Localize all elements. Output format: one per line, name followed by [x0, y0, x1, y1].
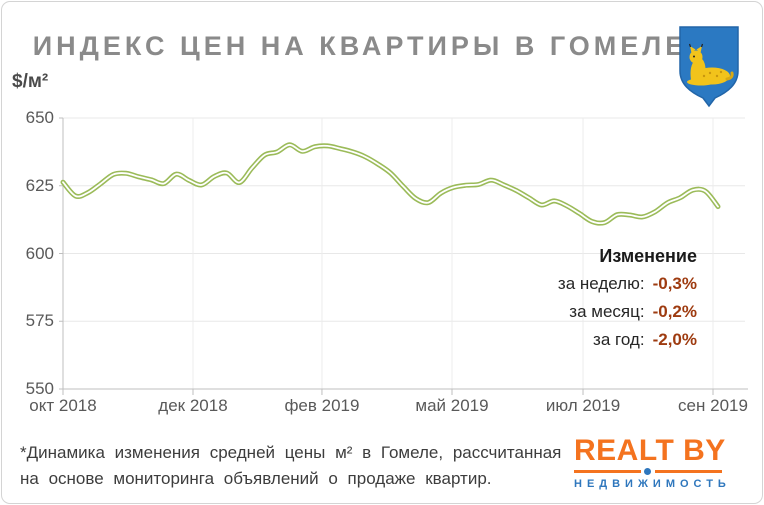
y-tick-label: 625	[25, 175, 54, 195]
y-tick-label: 575	[25, 311, 54, 331]
x-tick-label: сен 2019	[678, 396, 748, 415]
change-summary-title: Изменение	[599, 246, 697, 266]
change-month-row: за месяц: -0,2%	[558, 302, 697, 322]
realt-by-logo-divider	[574, 467, 722, 476]
change-week-value: -0,3%	[652, 274, 697, 293]
y-tick-label: 600	[25, 243, 54, 263]
x-tick-label: июл 2019	[545, 396, 621, 415]
footnote-line-2: на основе мониторинга объявлений о прода…	[20, 469, 492, 488]
change-year-label: за год:	[593, 330, 645, 349]
realt-by-logo-text: REALT BY	[574, 434, 726, 467]
y-axis-unit-label: $/м²	[12, 71, 49, 92]
logo-dot-icon	[644, 468, 651, 475]
footnote-line-1: *Динамика изменения средней цены м² в Го…	[20, 443, 562, 462]
page-title: ИНДЕКС ЦЕН НА КВАРТИРЫ В ГОМЕЛЕ	[32, 31, 688, 61]
realt-by-logo-tagline: НЕДВИЖИМОСТЬ	[574, 478, 731, 490]
realt-by-logo: REALT BY НЕДВИЖИМОСТЬ	[574, 434, 731, 490]
change-year-row: за год: -2,0%	[558, 330, 697, 350]
x-tick-label: окт 2018	[29, 396, 97, 415]
change-month-value: -0,2%	[652, 302, 697, 321]
footnote: *Динамика изменения средней цены м² в Го…	[20, 440, 568, 492]
change-week-label: за неделю:	[557, 274, 645, 293]
x-tick-label: фев 2019	[284, 396, 360, 415]
gomel-coat-of-arms-icon	[677, 24, 741, 113]
y-tick-label: 550	[25, 379, 54, 398]
change-month-label: за месяц:	[569, 302, 645, 321]
x-tick-label: май 2019	[415, 396, 489, 415]
y-tick-label: 650	[25, 108, 54, 127]
x-tick-label: дек 2018	[158, 396, 228, 415]
change-week-row: за неделю: -0,3%	[558, 274, 697, 294]
change-summary: Изменение за неделю: -0,3% за месяц: -0,2%…	[558, 246, 697, 358]
change-year-value: -2,0%	[652, 330, 697, 349]
